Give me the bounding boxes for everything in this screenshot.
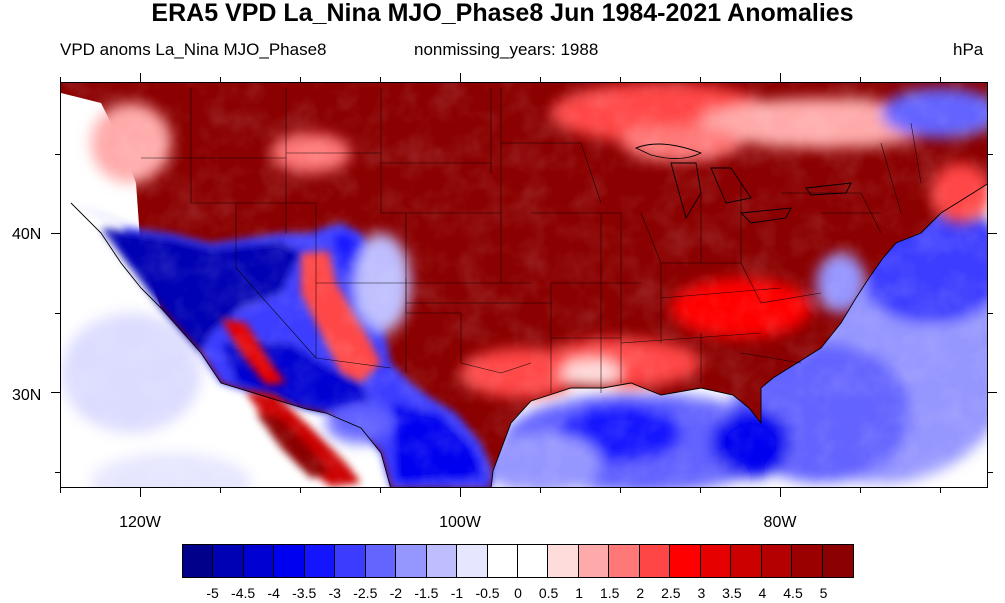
colorbar-tick-label: 4.5 bbox=[783, 585, 803, 601]
colorbar-tick-label: -0.5 bbox=[475, 585, 500, 601]
colorbar-box bbox=[396, 545, 427, 577]
colorbar-tick-label: -1.5 bbox=[414, 585, 439, 601]
lon-tick bbox=[300, 77, 301, 82]
map-canvas bbox=[61, 83, 987, 487]
lon-tick bbox=[540, 488, 541, 493]
lon-tick bbox=[620, 77, 621, 82]
lon-tick bbox=[140, 73, 141, 82]
colorbar-box bbox=[487, 545, 518, 577]
lon-tick bbox=[380, 488, 381, 493]
lon-tick bbox=[860, 488, 861, 493]
colorbar-tick-label: -4 bbox=[267, 585, 280, 601]
lat-tick bbox=[51, 392, 60, 394]
lon-label-80w: 80W bbox=[763, 514, 797, 531]
colorbar-box bbox=[365, 545, 397, 577]
units-label: hPa bbox=[953, 40, 984, 59]
lat-tick bbox=[988, 233, 997, 235]
chart-title: ERA5 VPD La_Nina MJO_Phase8 Jun 1984-202… bbox=[151, 0, 854, 27]
colorbar-box bbox=[517, 545, 549, 577]
colorbar-box bbox=[335, 545, 366, 577]
colorbar-tick-label: 4 bbox=[758, 585, 767, 601]
colorbar-box bbox=[792, 545, 823, 577]
lat-tick bbox=[55, 312, 60, 314]
colorbar-box bbox=[426, 545, 458, 577]
colorbar-box bbox=[822, 545, 853, 577]
colorbar-box bbox=[761, 545, 793, 577]
colorbar-box bbox=[639, 545, 671, 577]
colorbar bbox=[182, 544, 855, 578]
colorbar-tick-label: 0 bbox=[514, 585, 522, 601]
lon-tick bbox=[220, 77, 221, 82]
colorbar-box bbox=[700, 545, 732, 577]
lon-tick bbox=[780, 488, 781, 497]
colorbar-box bbox=[274, 545, 305, 577]
colorbar-tick-label: -5 bbox=[206, 585, 219, 601]
colorbar-box bbox=[548, 545, 579, 577]
lon-tick bbox=[620, 488, 621, 493]
lon-tick bbox=[60, 488, 61, 493]
lon-label-120w: 120W bbox=[119, 514, 161, 531]
anomaly-map bbox=[60, 82, 988, 488]
colorbar-tick-label: 3 bbox=[697, 585, 706, 601]
colorbar-tick-label: 2 bbox=[636, 585, 645, 601]
lat-tick bbox=[51, 233, 60, 235]
lon-tick bbox=[700, 488, 701, 493]
lon-tick bbox=[780, 73, 781, 82]
lon-tick bbox=[220, 488, 221, 493]
colorbar-tick-label: 1.5 bbox=[599, 585, 620, 601]
lon-tick bbox=[60, 77, 61, 82]
lon-tick bbox=[300, 488, 301, 493]
lat-label-40n: 40N bbox=[12, 226, 42, 243]
lon-tick bbox=[460, 488, 461, 497]
state-boundaries bbox=[141, 88, 922, 393]
lat-tick bbox=[988, 153, 993, 155]
colorbar-tick-label: -3.5 bbox=[292, 585, 317, 601]
colorbar-box bbox=[457, 545, 488, 577]
lon-tick bbox=[460, 73, 461, 82]
colorbar-box bbox=[731, 545, 762, 577]
colorbar-tick-label: -1 bbox=[450, 585, 464, 601]
colorbar-tick-label: 2.5 bbox=[661, 585, 681, 601]
colorbar-tick-label: -3 bbox=[328, 585, 341, 601]
coastline bbox=[70, 143, 987, 487]
colorbar-tick-label: 0.5 bbox=[538, 585, 559, 601]
colorbar-tick-label: 3.5 bbox=[722, 585, 742, 601]
lat-tick bbox=[55, 472, 60, 474]
colorbar-box bbox=[578, 545, 610, 577]
lon-tick bbox=[940, 488, 941, 493]
lon-tick bbox=[540, 77, 541, 82]
lat-tick bbox=[988, 312, 993, 314]
center-subtitle: nonmissing_years: 1988 bbox=[414, 40, 599, 59]
colorbar-box bbox=[183, 545, 214, 577]
colorbar-box bbox=[670, 545, 701, 577]
lat-tick bbox=[988, 472, 993, 474]
colorbar-tick-label: -2 bbox=[389, 585, 403, 601]
lon-tick bbox=[140, 488, 141, 497]
left-subtitle: VPD anoms La_Nina MJO_Phase8 bbox=[60, 40, 327, 59]
colorbar-tick-label: -2.5 bbox=[353, 585, 378, 601]
lon-tick bbox=[700, 77, 701, 82]
colorbar-tick-label: -4.5 bbox=[231, 585, 256, 601]
lat-tick bbox=[55, 153, 60, 155]
lon-tick bbox=[940, 77, 941, 82]
colorbar-box bbox=[609, 545, 640, 577]
lon-label-100w: 100W bbox=[439, 514, 481, 531]
colorbar-tick-label: 5 bbox=[819, 585, 828, 601]
lat-tick bbox=[988, 392, 997, 394]
lon-tick bbox=[380, 77, 381, 82]
colorbar-box bbox=[213, 545, 244, 577]
colorbar-box bbox=[304, 545, 336, 577]
lat-label-30n: 30N bbox=[12, 387, 42, 404]
lon-tick bbox=[860, 77, 861, 82]
colorbar-tick-label: 1 bbox=[575, 585, 584, 601]
colorbar-box bbox=[243, 545, 275, 577]
